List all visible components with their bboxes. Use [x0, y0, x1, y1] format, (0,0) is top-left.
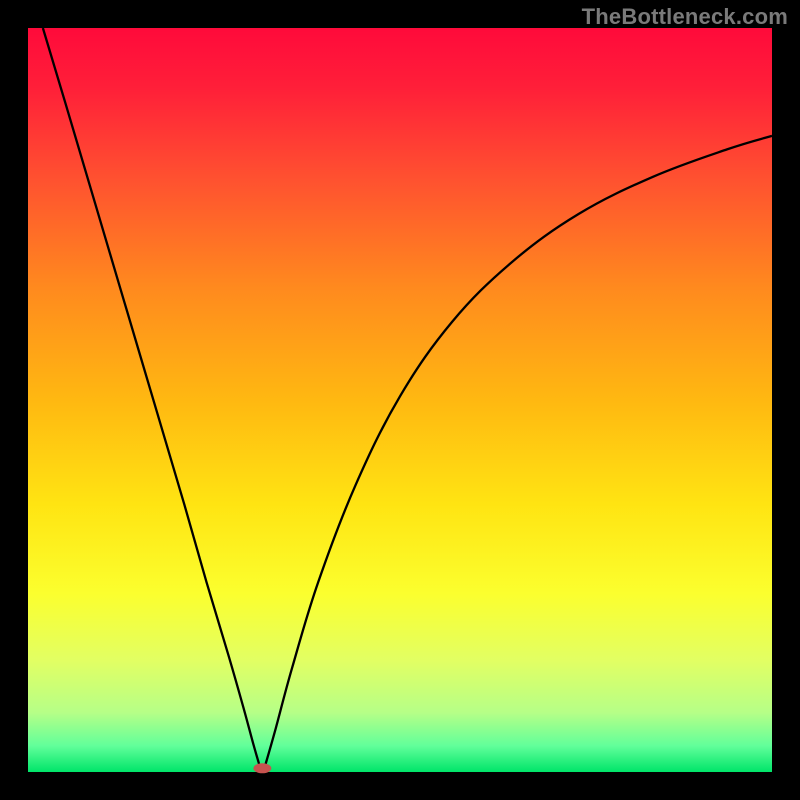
chart-container: TheBottleneck.com	[0, 0, 800, 800]
watermark-text: TheBottleneck.com	[582, 4, 788, 30]
optimum-marker	[253, 763, 271, 773]
bottleneck-curve-plot	[0, 0, 800, 800]
plot-background	[28, 28, 772, 772]
